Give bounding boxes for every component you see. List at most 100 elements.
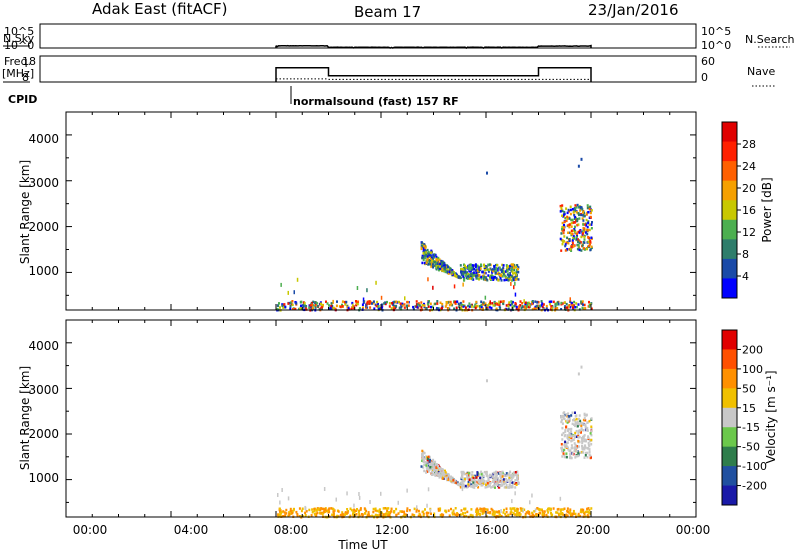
echo-cell — [427, 303, 430, 306]
echo-cell — [403, 306, 406, 309]
echo-cell — [476, 304, 479, 308]
colorbar-segment — [722, 330, 737, 350]
echo-cell — [479, 513, 482, 517]
echo-cell — [561, 209, 564, 213]
echo-cell — [570, 414, 573, 417]
echo-cell — [573, 436, 576, 439]
echo-cell — [355, 302, 358, 305]
echo-cell — [429, 466, 432, 469]
echo-cell — [392, 303, 395, 306]
echo-cell — [572, 434, 575, 438]
echo-cell — [579, 209, 582, 212]
echo-cell — [563, 223, 565, 227]
echo-cell — [517, 513, 520, 517]
echo-cell — [590, 443, 593, 446]
echo-cell — [493, 267, 496, 271]
echo-cell — [302, 515, 305, 518]
echo-cell — [325, 300, 327, 303]
echo-cell — [426, 460, 429, 464]
echo-cell — [470, 484, 473, 488]
echo-cell — [569, 512, 572, 515]
echo-cell — [572, 235, 575, 238]
echo-cell — [519, 300, 522, 303]
echo-cell — [500, 270, 503, 273]
echo-cell — [280, 282, 282, 287]
echo-cell — [289, 304, 292, 308]
echo-cell — [365, 509, 368, 513]
echo-cell — [583, 412, 586, 416]
echo-cell — [367, 300, 370, 303]
echo-cell — [524, 302, 527, 306]
echo-cell — [548, 300, 551, 304]
echo-cell — [319, 508, 322, 512]
echo-cell — [559, 508, 562, 512]
echo-cell — [464, 264, 466, 268]
echo-cell — [366, 300, 369, 304]
echo-cell — [541, 510, 544, 513]
echo-cell — [498, 300, 500, 305]
echo-cell — [361, 513, 363, 516]
echo-cell — [573, 418, 576, 421]
echo-cell — [568, 225, 571, 229]
echo-cell — [433, 264, 436, 267]
echo-cell — [415, 508, 418, 511]
echo-cell — [463, 507, 466, 511]
echo-cell — [588, 419, 591, 423]
echo-cell — [501, 475, 504, 478]
echo-cell — [586, 451, 589, 455]
echo-cell — [467, 304, 470, 308]
echo-cell — [570, 427, 573, 431]
echo-cell — [578, 205, 581, 209]
echo-cell — [543, 510, 546, 513]
echo-cell — [461, 479, 464, 482]
echo-cell — [516, 507, 519, 511]
echo-cell — [431, 470, 434, 474]
echo-cell — [312, 304, 315, 307]
echo-cell — [296, 514, 299, 518]
echo-cell — [494, 511, 497, 514]
echo-cell — [565, 241, 568, 244]
echo-cell — [465, 515, 468, 518]
echo-cell — [586, 507, 589, 511]
echo-cell — [496, 272, 499, 275]
echo-cell — [577, 240, 579, 244]
echo-cell — [457, 302, 460, 306]
echo-cell — [563, 434, 566, 438]
echo-cell — [499, 268, 502, 271]
echo-cell — [505, 270, 507, 273]
echo-cell — [369, 306, 372, 309]
echo-cell — [533, 307, 536, 310]
echo-cell — [509, 276, 512, 279]
echo-cell — [584, 231, 587, 234]
echo-cell — [569, 212, 572, 216]
echo-cell — [480, 263, 482, 266]
echo-cell — [571, 422, 574, 426]
echo-cell — [552, 507, 555, 510]
echo-cell — [483, 507, 486, 510]
echo-cell — [570, 444, 573, 447]
echo-cell — [516, 470, 519, 473]
echo-cell — [476, 274, 479, 277]
echo-cell — [577, 434, 580, 438]
echo-cell — [388, 305, 391, 308]
echo-cell — [430, 465, 433, 468]
echo-cell — [472, 278, 475, 281]
echo-cell — [587, 436, 590, 439]
echo-cell — [556, 306, 559, 310]
echo-cell — [339, 305, 342, 309]
echo-cell — [290, 302, 293, 306]
echo-cell — [445, 477, 448, 480]
echo-cell — [324, 510, 327, 513]
echo-cell — [327, 508, 330, 511]
echo-cell — [577, 445, 580, 448]
echo-cell — [531, 300, 534, 303]
echo-cell — [293, 508, 295, 511]
echo-cell — [283, 511, 286, 514]
nsky-left-bottom-tick: 10^0 — [4, 39, 34, 52]
echo-cell — [290, 301, 293, 304]
echo-cell — [588, 453, 591, 456]
echo-cell — [430, 259, 433, 262]
echo-cell — [309, 304, 312, 307]
echo-cell — [516, 473, 519, 476]
echo-cell — [514, 473, 517, 477]
